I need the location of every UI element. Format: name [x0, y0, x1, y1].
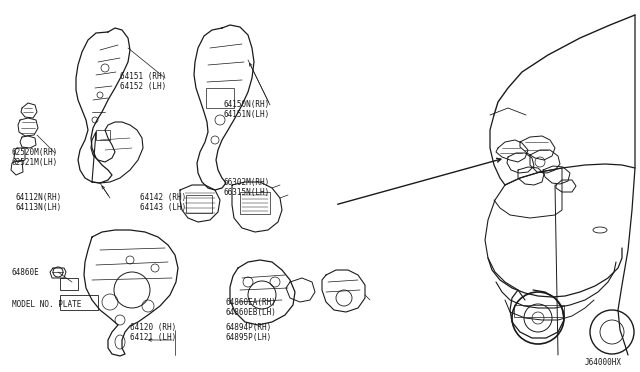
- Text: 64143 (LH): 64143 (LH): [140, 203, 186, 212]
- Bar: [206, 88, 234, 108]
- Text: 62520M(RH): 62520M(RH): [12, 148, 58, 157]
- Bar: [60, 295, 98, 310]
- Text: 64142 (RH): 64142 (RH): [140, 193, 186, 202]
- Text: 62521M(LH): 62521M(LH): [12, 158, 58, 167]
- Text: 64150N(RH): 64150N(RH): [224, 100, 270, 109]
- Text: 64151N(LH): 64151N(LH): [224, 110, 270, 119]
- Text: 64895P(LH): 64895P(LH): [226, 333, 272, 342]
- Text: 64120 (RH): 64120 (RH): [130, 323, 176, 332]
- Text: 66302M(RH): 66302M(RH): [224, 178, 270, 187]
- Text: 64860E: 64860E: [12, 268, 40, 277]
- Bar: [96, 130, 110, 140]
- Bar: [60, 278, 78, 290]
- Text: J64000HX: J64000HX: [585, 358, 622, 367]
- Text: 66315N(LH): 66315N(LH): [224, 188, 270, 197]
- Text: 64112N(RH): 64112N(RH): [16, 193, 62, 202]
- Text: MODEL NO. PLATE: MODEL NO. PLATE: [12, 300, 81, 309]
- Text: 64152 (LH): 64152 (LH): [120, 82, 166, 91]
- Text: 64860EB(LH): 64860EB(LH): [226, 308, 277, 317]
- Text: 64860EA(RH): 64860EA(RH): [226, 298, 277, 307]
- Text: 64113N(LH): 64113N(LH): [16, 203, 62, 212]
- Text: 64894P(RH): 64894P(RH): [226, 323, 272, 332]
- Bar: [240, 192, 270, 214]
- Bar: [514, 305, 564, 317]
- Text: 64121 (LH): 64121 (LH): [130, 333, 176, 342]
- Text: 64151 (RH): 64151 (RH): [120, 72, 166, 81]
- Bar: [186, 195, 212, 213]
